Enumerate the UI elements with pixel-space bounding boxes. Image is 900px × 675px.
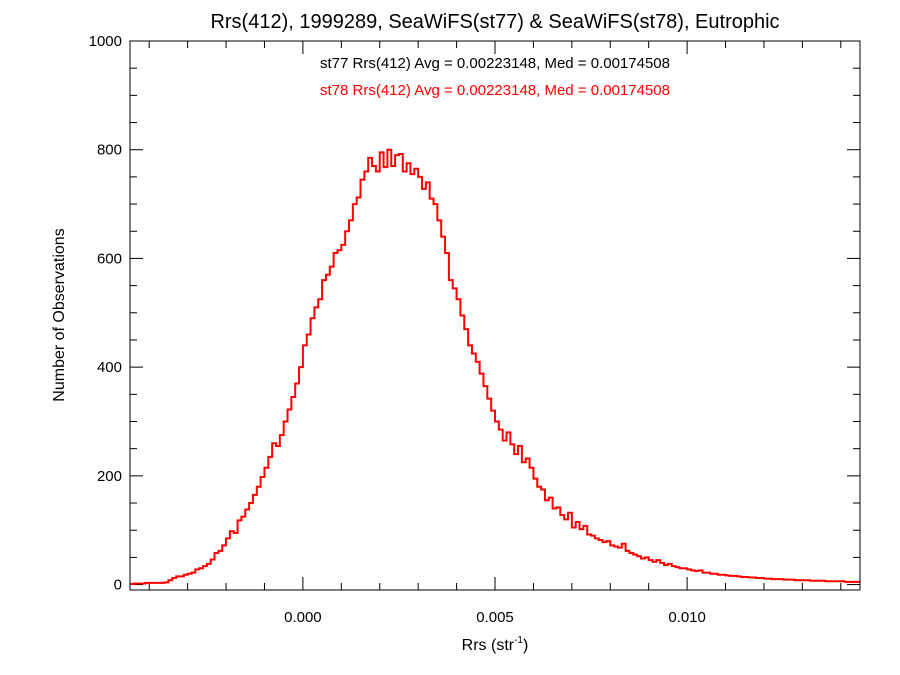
histogram-series-line: [130, 148, 860, 586]
axis-ticks: [130, 40, 860, 590]
x-axis-label-main: Rrs (str: [462, 637, 515, 654]
plot-frame: [129, 40, 861, 591]
x-tick-labels: 0.000 0.005 0.010: [284, 609, 706, 626]
st78-stats-annotation: st78 Rrs(412) Avg = 0.00223148, Med = 0.…: [320, 82, 670, 99]
st77-stats-annotation: st77 Rrs(412) Avg = 0.00223148, Med = 0.…: [320, 55, 670, 72]
x-tick-label: 0.000: [284, 609, 322, 626]
y-tick-label: 400: [97, 359, 122, 376]
y-tick-label: 600: [97, 250, 122, 267]
x-axis-label-close: ): [523, 637, 528, 654]
x-tick-label: 0.005: [476, 609, 514, 626]
y-tick-label: 0: [114, 577, 122, 594]
series-layer: [130, 148, 860, 586]
y-tick-label: 200: [97, 468, 122, 485]
x-axis-label: Rrs (str-1): [462, 635, 529, 654]
y-tick-label: 1000: [89, 33, 122, 50]
y-axis-label: Number of Observations: [51, 228, 68, 401]
y-tick-labels: 0 200 400 600 800 1000: [89, 33, 122, 594]
x-tick-label: 0.010: [668, 609, 706, 626]
chart-title: Rrs(412), 1999289, SeaWiFS(st77) & SeaWi…: [210, 11, 779, 33]
y-tick-label: 800: [97, 142, 122, 159]
x-axis-label-superscript: -1: [514, 635, 523, 646]
